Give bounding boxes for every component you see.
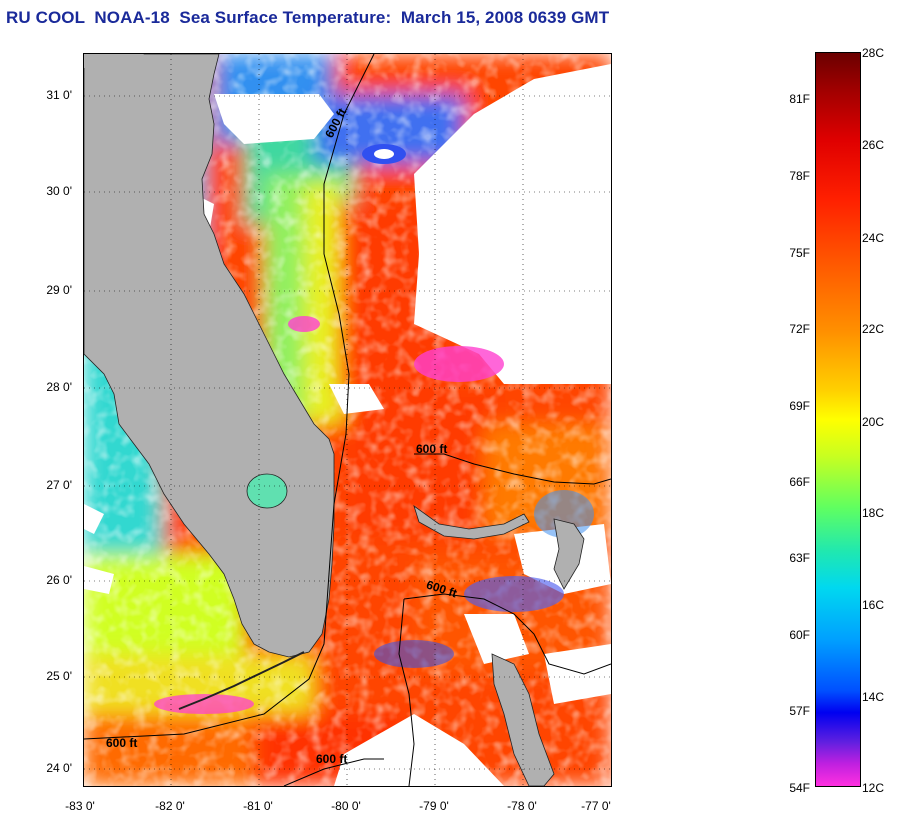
lon-tick-label: -78 0' — [507, 799, 537, 813]
contour-label: 600 ft — [316, 752, 348, 766]
colorbar-fahrenheit-label: 72F — [789, 322, 810, 336]
colorbar-fahrenheit-label: 63F — [789, 551, 810, 565]
colorbar-celsius-label: 24C — [862, 231, 885, 245]
lon-tick-label: -80 0' — [331, 799, 361, 813]
colorbar-fahrenheit-label: 75F — [789, 246, 810, 260]
colorbar-fahrenheit-label: 78F — [789, 169, 810, 183]
graticule — [84, 54, 611, 786]
lat-tick-label: 29 0' — [46, 283, 72, 297]
page-title: RU COOL NOAA-18 Sea Surface Temperature:… — [6, 8, 610, 27]
colorbar-fahrenheit-label: 57F — [789, 704, 810, 718]
colorbar-celsius-label: 22C — [862, 322, 885, 336]
contour-label: 600 ft — [106, 736, 138, 750]
lon-tick-label: -82 0' — [155, 799, 185, 813]
colorbar-fahrenheit-label: 69F — [789, 399, 810, 413]
colorbar-celsius-label: 28C — [862, 46, 885, 60]
lat-tick-label: 30 0' — [46, 184, 72, 198]
colorbar-fahrenheit-label: 66F — [789, 475, 810, 489]
lon-tick-label: -77 0' — [581, 799, 611, 813]
lat-tick-label: 25 0' — [46, 669, 72, 683]
colorbar-fahrenheit-label: 81F — [789, 92, 810, 106]
noise-patches — [154, 144, 594, 714]
colorbar-celsius-label: 18C — [862, 506, 885, 520]
sst-map: 600 ft 600 ft 600 ft 600 ft 600 ft — [83, 53, 612, 787]
lat-tick-label: 31 0' — [46, 88, 72, 102]
temperature-colorbar — [815, 52, 861, 787]
lake-okeechobee — [246, 473, 288, 509]
colorbar-fahrenheit-label: 54F — [789, 781, 810, 795]
colorbar-celsius-label: 14C — [862, 690, 885, 704]
colorbar-celsius-label: 20C — [862, 415, 885, 429]
colorbar-fahrenheit-label: 60F — [789, 628, 810, 642]
lon-tick-label: -79 0' — [419, 799, 449, 813]
lat-tick-label: 27 0' — [46, 478, 72, 492]
lon-tick-label: -81 0' — [243, 799, 273, 813]
colorbar-celsius-label: 12C — [862, 781, 885, 795]
colorbar-celsius-label: 16C — [862, 598, 885, 612]
contour-600ft — [84, 54, 611, 786]
lat-tick-label: 24 0' — [46, 761, 72, 775]
contour-label: 600 ft — [416, 442, 448, 456]
lat-tick-label: 28 0' — [46, 380, 72, 394]
abaco — [553, 518, 585, 590]
grand-bahama — [413, 504, 530, 540]
panhandle-land — [84, 54, 144, 68]
lat-tick-label: 26 0' — [46, 573, 72, 587]
florida-keys — [178, 651, 305, 710]
colorbar-celsius-label: 26C — [862, 138, 885, 152]
sst-map-image — [84, 54, 611, 786]
lon-tick-label: -83 0' — [65, 799, 95, 813]
